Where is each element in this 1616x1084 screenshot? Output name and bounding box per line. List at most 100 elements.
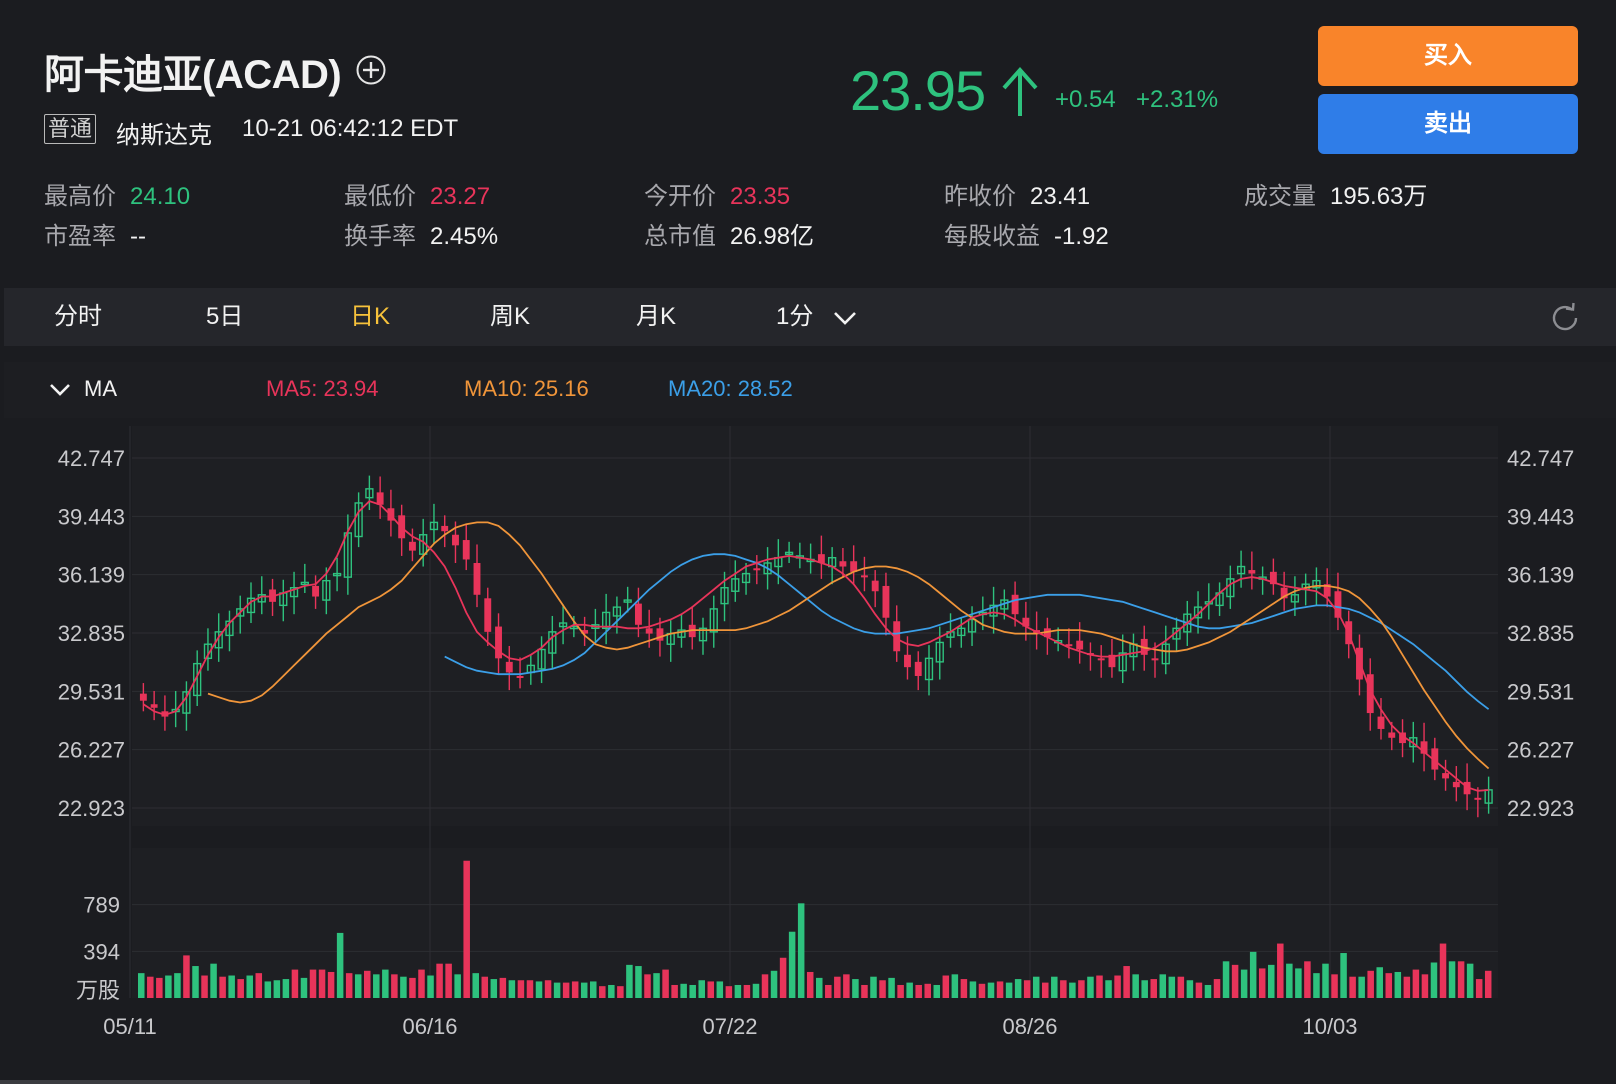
tab-monthly-k[interactable]: 月K (636, 303, 677, 330)
volume-bar (580, 982, 588, 998)
tab-1min-dropdown[interactable]: 1分 (776, 288, 858, 346)
volume-bar (246, 975, 253, 998)
stat-value: -1.92 (1054, 223, 1109, 250)
candle-body (537, 648, 546, 670)
candle-body (967, 618, 977, 633)
up-arrow-icon (1002, 66, 1038, 116)
volume-bar (788, 931, 796, 998)
candle-body (817, 554, 825, 563)
stat-label: 每股收益 (944, 223, 1040, 250)
candle-body (452, 534, 459, 546)
ma20-value: MA20: 28.52 (668, 376, 793, 401)
stat-pe: 市盈率 -- (44, 216, 146, 251)
candle-body (1323, 584, 1331, 597)
candle-body (1334, 591, 1342, 618)
volume-bar (517, 980, 525, 998)
candle-body (1183, 613, 1192, 633)
indicator-bar: MA MA5: 23.94 MA10: 25.16 MA20: 28.52 (4, 362, 1616, 418)
volume-bar (689, 984, 696, 998)
volume-bar (201, 975, 208, 998)
volume-bar (1141, 980, 1148, 998)
candle-body (763, 562, 772, 575)
volume-bar (1123, 966, 1130, 998)
volume-bar (1249, 951, 1257, 998)
candle-body (623, 599, 632, 603)
stat-value: 2.45% (430, 223, 499, 250)
volume-bar (544, 980, 552, 998)
tab-intraday[interactable]: 分时 (54, 303, 102, 330)
tab-daily-k[interactable]: 日K (350, 303, 391, 330)
volume-bar (1430, 962, 1438, 998)
add-watchlist-icon[interactable] (356, 55, 386, 85)
tab-5day[interactable]: 5日 (206, 303, 244, 330)
price-tick-right: 32.835 (1507, 621, 1574, 646)
volume-bar (1177, 976, 1185, 998)
volume-bar (1096, 975, 1103, 998)
candle-body (698, 627, 708, 642)
candle-body (634, 603, 642, 625)
candle-body (957, 627, 966, 637)
volume-bar (617, 986, 624, 998)
volume-bar (725, 986, 733, 998)
candle-body (193, 662, 202, 697)
stat-value: 23.35 (730, 183, 791, 210)
volume-bar (626, 964, 633, 998)
candle-body (300, 581, 309, 586)
volume-bar (1268, 964, 1275, 998)
candle-body (1474, 797, 1482, 800)
volume-bar (1286, 963, 1293, 998)
volume-bar (996, 981, 1004, 998)
volume-bar (1448, 961, 1456, 998)
ma-toggle[interactable]: MA (48, 376, 117, 402)
volume-bar (1186, 980, 1194, 998)
volume-bar (825, 984, 832, 998)
sell-button[interactable]: 卖出 (1318, 94, 1578, 154)
volume-bar (481, 976, 489, 998)
buy-button[interactable]: 买入 (1318, 26, 1578, 86)
candle-body (1108, 654, 1116, 668)
candle-body (645, 628, 653, 634)
volume-bar (219, 976, 226, 998)
volume-bar (291, 969, 299, 998)
volume-bar (1331, 974, 1338, 998)
volume-bar (192, 966, 199, 998)
stat-low: 最低价 23.27 (344, 176, 490, 211)
candle-body (1366, 674, 1374, 714)
volume-bar (508, 980, 516, 998)
candle-body (1484, 789, 1493, 804)
period-tab-bar: 分时 5日 日K 周K 月K 1分 (4, 288, 1616, 346)
date-tick: 05/11 (103, 1014, 156, 1039)
volume-bar (644, 974, 651, 998)
volume-bar (1376, 967, 1383, 998)
price-tick-right: 39.443 (1507, 504, 1574, 529)
volume-bar (445, 963, 452, 998)
candle-body (784, 551, 794, 556)
volume-bar (1005, 982, 1013, 998)
volume-bar (1069, 982, 1076, 998)
candle-body (1118, 652, 1127, 672)
volume-bar (897, 984, 904, 998)
stat-value: 23.41 (1030, 183, 1091, 210)
volume-bar (1403, 976, 1411, 998)
volume-bar (1114, 975, 1121, 998)
volume-bar (1295, 968, 1302, 998)
volume-bar (779, 957, 787, 998)
volume-bar (138, 973, 145, 998)
volume-bar (1132, 974, 1139, 998)
stock-title: 阿卡迪亚(ACAD) (44, 53, 342, 97)
volume-bar (770, 970, 778, 998)
ma20-line (444, 553, 1490, 710)
tab-weekly-k[interactable]: 周K (490, 303, 531, 330)
stat-label: 最高价 (44, 183, 116, 210)
stat-label: 今开价 (644, 183, 716, 210)
candlestick-chart[interactable]: 42.747 42.747 39.443 39.443 36.139 36.139 32.8… (0, 418, 1616, 1080)
candle-body (1097, 658, 1105, 661)
volume-bar (653, 973, 660, 998)
candle-body (1022, 617, 1030, 627)
date-tick: 08/26 (1002, 1014, 1057, 1039)
price-tick-left: 36.139 (58, 563, 125, 588)
volume-bar (1222, 961, 1230, 998)
volume-bar (599, 986, 606, 998)
candle-body (376, 492, 384, 505)
refresh-icon[interactable] (1549, 302, 1581, 334)
